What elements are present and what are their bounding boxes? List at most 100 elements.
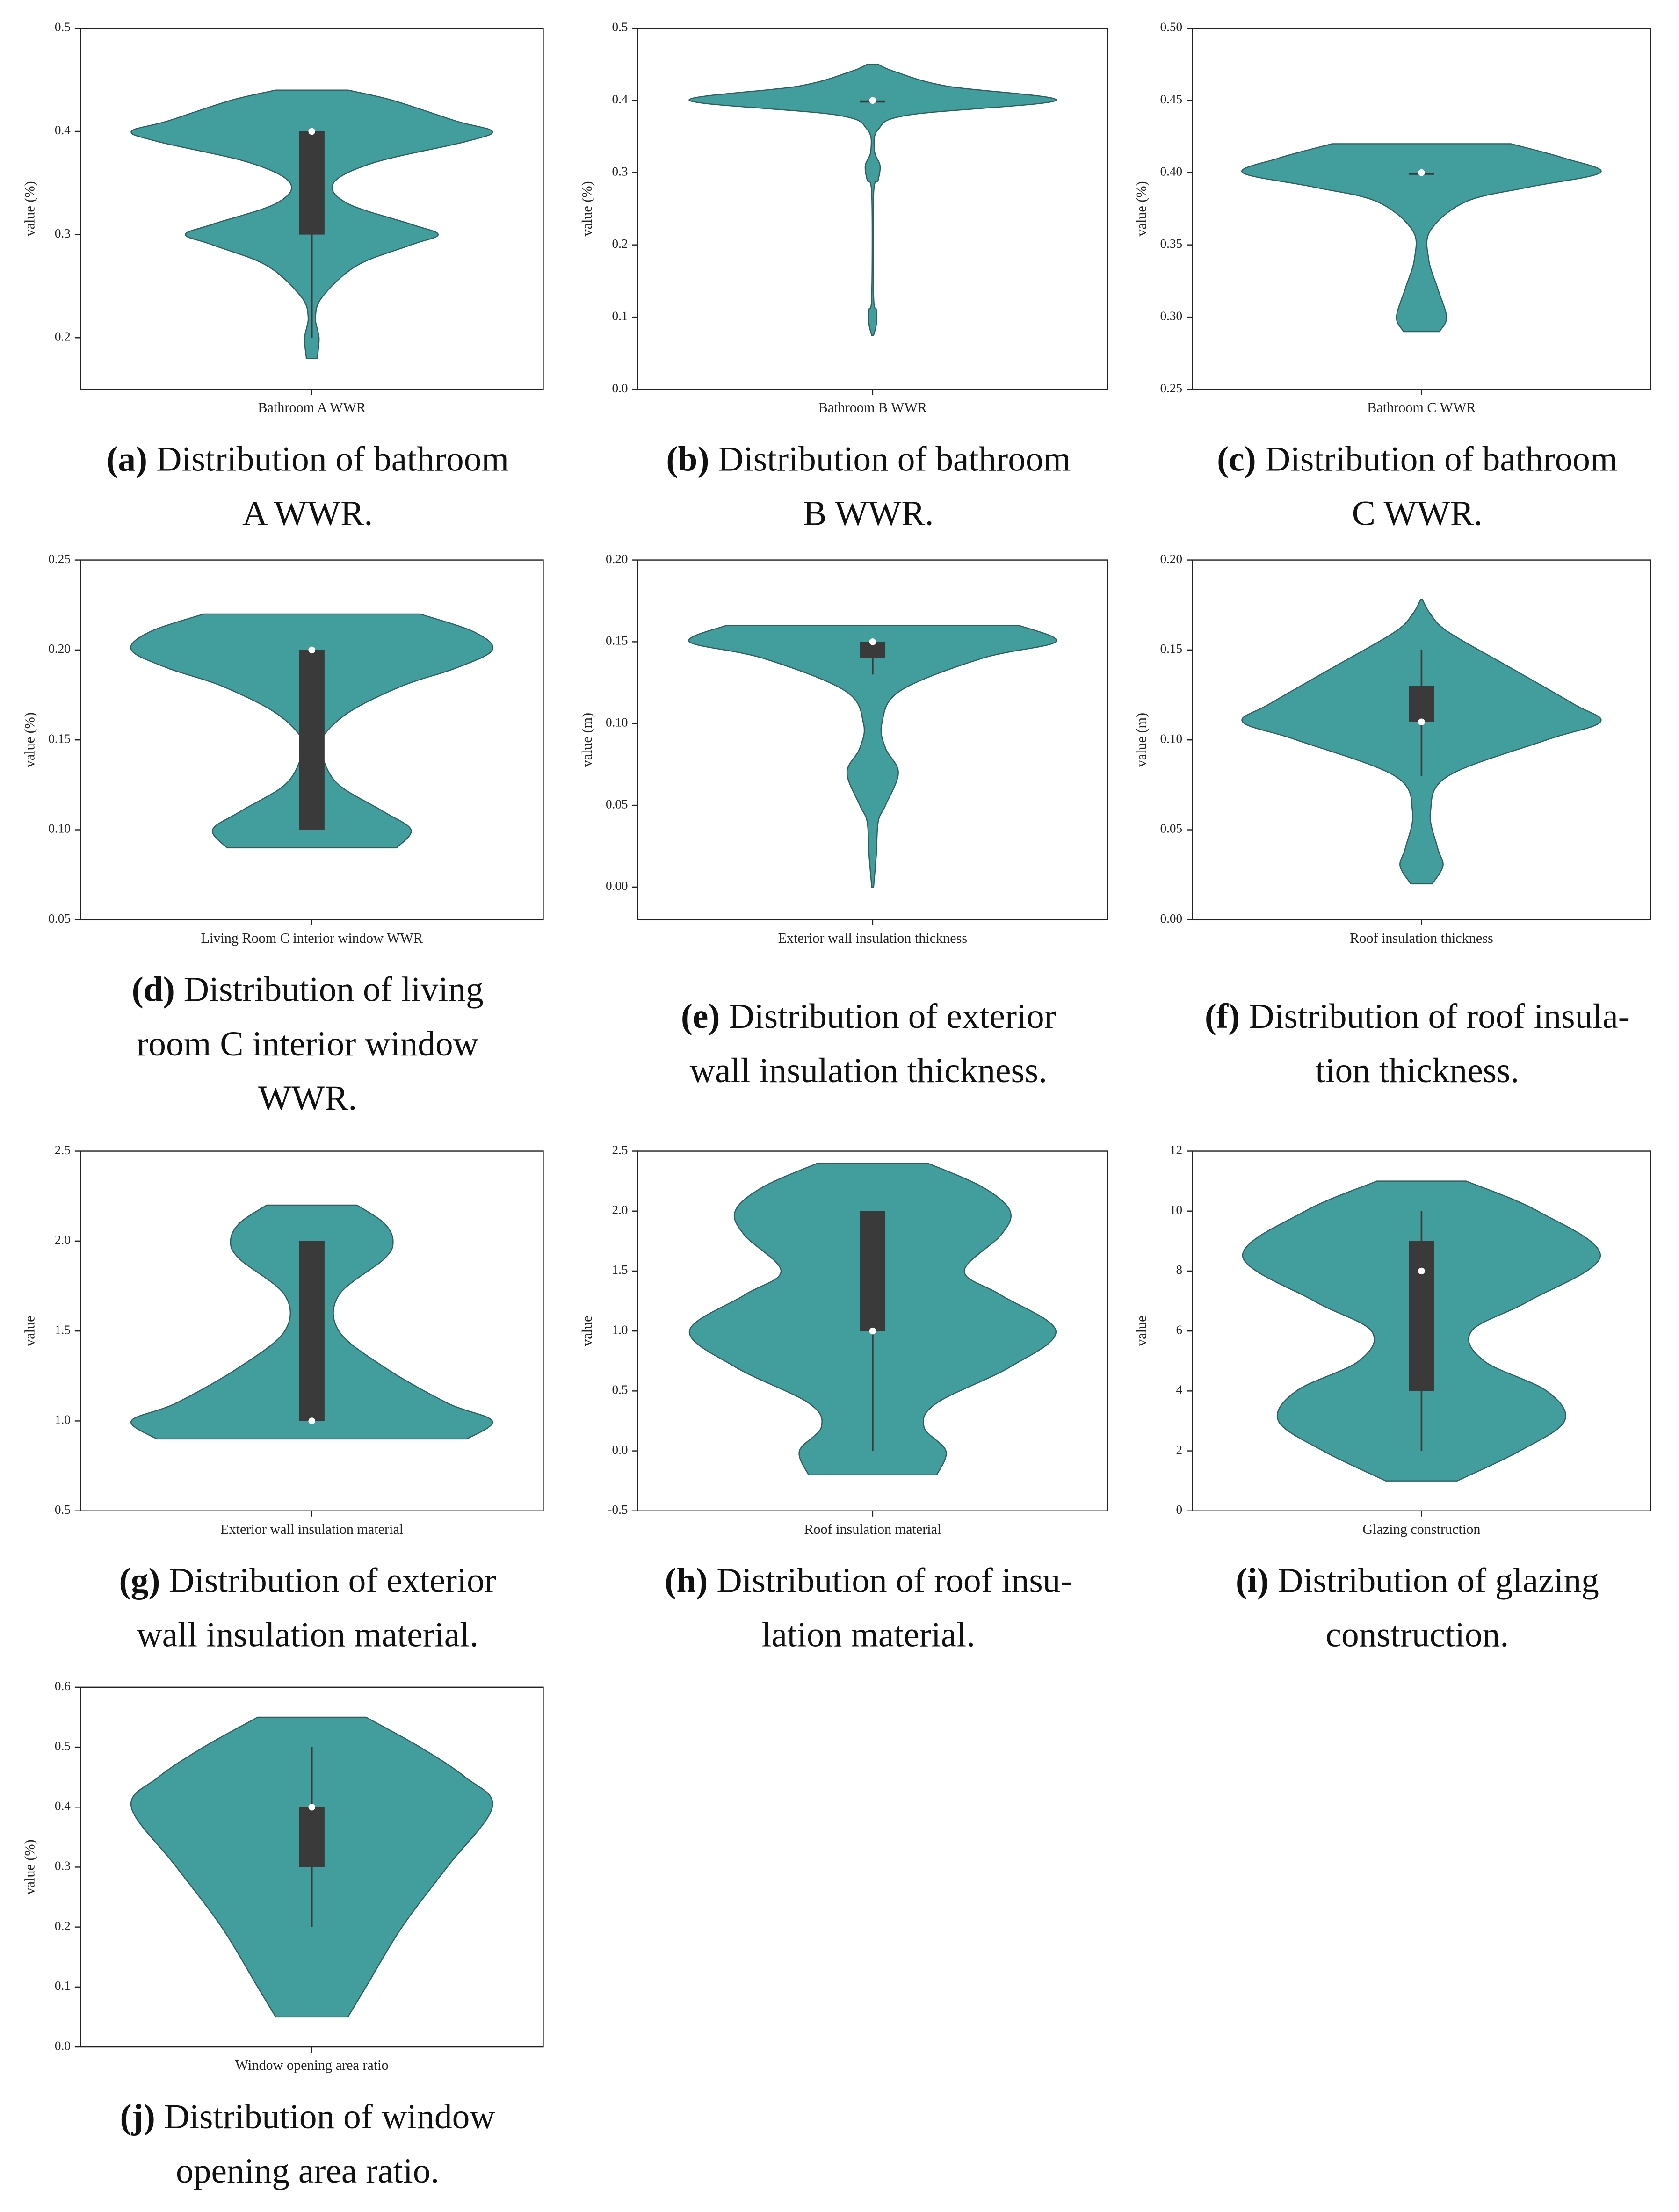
caption-line: B WWR. bbox=[803, 494, 934, 533]
x-tick-label: Glazing construction bbox=[1362, 1521, 1480, 1537]
y-tick-label: 0.15 bbox=[48, 731, 71, 745]
panel: 0.5 1.0 1.5 2.0 2.5 Exterior wall insulation … bbox=[22, 1143, 544, 1655]
y-tick-label: 0.6 bbox=[55, 1679, 71, 1693]
y-tick-label: 0.4 bbox=[55, 1799, 71, 1813]
y-tick-label: 0.4 bbox=[55, 123, 71, 137]
panel: 0.00 0.05 0.10 0.15 0.20 Roof insulation thic… bbox=[1134, 552, 1651, 1090]
iqr-box bbox=[1409, 686, 1434, 722]
y-tick-label: 0.5 bbox=[55, 1739, 71, 1753]
y-axis-label: value bbox=[1134, 1316, 1150, 1346]
caption-text: room C interior window bbox=[137, 1025, 479, 1063]
caption-text: Distribution of roof insula- bbox=[1240, 997, 1630, 1036]
x-tick-label: Living Room C interior window WWR bbox=[201, 930, 423, 946]
median-dot bbox=[869, 1327, 876, 1335]
y-axis-label: value (%) bbox=[22, 712, 37, 767]
x-tick-label: Roof insulation material bbox=[804, 1521, 941, 1537]
caption-label: (j) bbox=[120, 2097, 155, 2136]
caption-text: Distribution of bathroom bbox=[1256, 440, 1618, 479]
caption-line: (a) Distribution of bathroom bbox=[106, 440, 509, 479]
y-tick-label: 0.2 bbox=[612, 237, 628, 251]
y-tick-label: 1.0 bbox=[612, 1323, 628, 1337]
violin-body bbox=[688, 625, 1057, 888]
panel: 0.05 0.10 0.15 0.20 0.25 Living Room C interi… bbox=[22, 552, 544, 1118]
y-axis-label: value (m) bbox=[1134, 713, 1150, 767]
y-tick-label: 1.5 bbox=[612, 1263, 628, 1277]
caption-line: (g) Distribution of exterior bbox=[119, 1561, 496, 1600]
caption-label: (c) bbox=[1217, 440, 1256, 479]
median-dot bbox=[869, 638, 876, 645]
y-tick-label: 0.35 bbox=[1160, 237, 1183, 251]
median-dot bbox=[308, 1804, 315, 1811]
panel: 0.25 0.30 0.35 0.40 0.45 0.50 Bathroom C WWR va… bbox=[1134, 20, 1651, 533]
caption-line: (j) Distribution of window bbox=[120, 2097, 496, 2136]
y-tick-label: 0.5 bbox=[55, 1503, 71, 1517]
caption-line: (f) Distribution of roof insula- bbox=[1205, 997, 1630, 1036]
caption-line: (h) Distribution of roof insu- bbox=[665, 1561, 1072, 1600]
y-tick-label: 0.0 bbox=[612, 381, 628, 395]
y-tick-label: 2.0 bbox=[55, 1233, 71, 1247]
y-tick-label: 0.00 bbox=[1160, 911, 1183, 925]
y-tick-label: 2.5 bbox=[612, 1143, 628, 1157]
y-tick-label: 0.45 bbox=[1160, 92, 1183, 106]
y-axis-label: value (%) bbox=[22, 1839, 37, 1894]
caption-line: room C interior window bbox=[137, 1025, 479, 1063]
y-tick-label: 1.0 bbox=[55, 1413, 71, 1427]
x-tick-label: Exterior wall insulation thickness bbox=[778, 930, 968, 946]
y-tick-label: -0.5 bbox=[608, 1503, 628, 1517]
x-tick-label: Bathroom B WWR bbox=[818, 400, 927, 416]
caption-text: Distribution of roof insu- bbox=[708, 1561, 1072, 1600]
y-tick-label: 8 bbox=[1176, 1263, 1183, 1277]
y-tick-label: 12 bbox=[1170, 1143, 1182, 1157]
caption-label: (a) bbox=[106, 440, 147, 479]
caption-label: (d) bbox=[132, 970, 175, 1009]
y-tick-label: 0.05 bbox=[1160, 822, 1183, 836]
y-tick-label: 0.10 bbox=[606, 715, 628, 729]
y-tick-label: 6 bbox=[1176, 1323, 1183, 1337]
caption-text: C WWR. bbox=[1352, 494, 1483, 533]
y-tick-label: 0.1 bbox=[55, 1979, 71, 1993]
median-dot bbox=[1418, 1267, 1425, 1275]
caption-text: wall insulation material. bbox=[137, 1616, 478, 1655]
caption-line: (i) Distribution of glazing bbox=[1236, 1561, 1599, 1600]
y-axis-label: value (%) bbox=[579, 181, 595, 236]
y-tick-label: 0.10 bbox=[1160, 731, 1183, 745]
caption-line: tion thickness. bbox=[1316, 1051, 1520, 1090]
caption-text: Distribution of window bbox=[155, 2097, 495, 2136]
caption-label: (b) bbox=[666, 440, 709, 479]
panel: 0 2 4 6 8 10 12 Glazing construction value (i) Di… bbox=[1134, 1143, 1651, 1655]
caption-text: A WWR. bbox=[242, 494, 373, 533]
caption-text: opening area ratio. bbox=[176, 2152, 439, 2190]
x-tick-label: Bathroom A WWR bbox=[258, 400, 366, 416]
y-tick-label: 0.40 bbox=[1160, 164, 1183, 178]
median-dot bbox=[1418, 718, 1425, 725]
panel: 0.00 0.05 0.10 0.15 0.20 Exterior wall insula… bbox=[579, 552, 1108, 1090]
iqr-box bbox=[860, 1211, 886, 1331]
y-tick-label: 2.5 bbox=[55, 1143, 71, 1157]
caption-label: (g) bbox=[119, 1561, 160, 1600]
caption-text: construction. bbox=[1326, 1616, 1509, 1655]
caption-line: A WWR. bbox=[242, 494, 373, 533]
y-axis-label: value bbox=[579, 1316, 595, 1346]
caption-text: lation material. bbox=[762, 1616, 975, 1655]
caption-text: Distribution of glazing bbox=[1269, 1561, 1599, 1600]
y-tick-label: 0.5 bbox=[612, 20, 628, 34]
panel: 0.0 0.1 0.2 0.3 0.4 0.5 0.6 Window opening area… bbox=[22, 1679, 544, 2190]
median-dot bbox=[869, 97, 876, 104]
y-tick-label: 0.3 bbox=[55, 226, 71, 240]
caption-line: (b) Distribution of bathroom bbox=[666, 440, 1071, 479]
caption-label: (f) bbox=[1205, 997, 1240, 1036]
y-tick-label: 0.1 bbox=[612, 309, 628, 323]
iqr-box bbox=[299, 1807, 325, 1867]
caption-line: wall insulation thickness. bbox=[690, 1051, 1047, 1090]
caption-line: wall insulation material. bbox=[137, 1616, 478, 1655]
y-tick-label: 0.20 bbox=[48, 642, 71, 656]
y-tick-label: 0.05 bbox=[48, 911, 71, 925]
caption-label: (e) bbox=[681, 997, 720, 1036]
caption-line: opening area ratio. bbox=[176, 2152, 439, 2190]
y-tick-label: 0.5 bbox=[55, 20, 71, 34]
caption-text: B WWR. bbox=[803, 494, 934, 533]
y-tick-label: 2.0 bbox=[612, 1203, 628, 1217]
iqr-box bbox=[1409, 1241, 1434, 1391]
caption-line: (c) Distribution of bathroom bbox=[1217, 440, 1618, 479]
